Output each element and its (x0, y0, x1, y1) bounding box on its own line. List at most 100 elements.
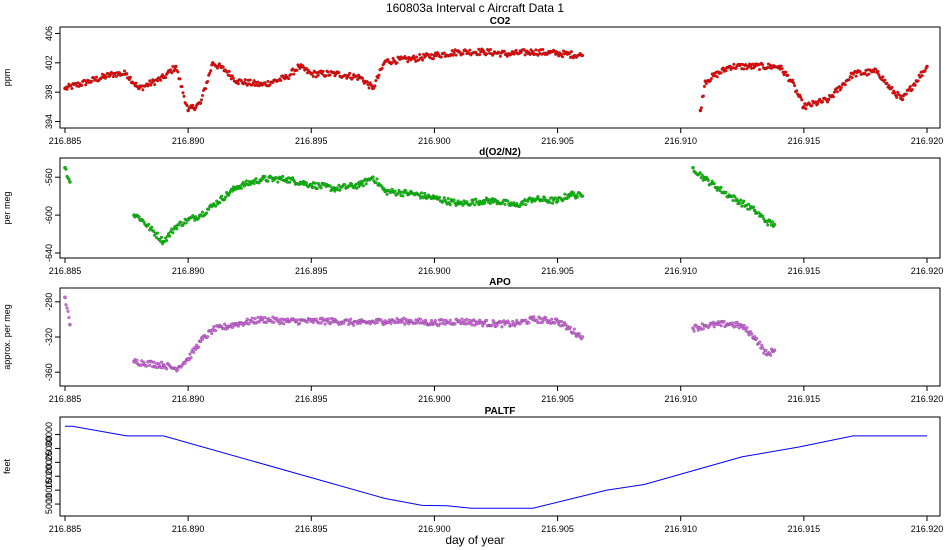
data-point (731, 198, 735, 203)
x-tick-label: 216.915 (788, 266, 821, 276)
x-tick-label: 216.895 (295, 394, 328, 404)
data-point (148, 363, 152, 367)
data-point (210, 331, 214, 336)
data-point (881, 75, 885, 79)
data-point (569, 50, 573, 54)
data-point (719, 324, 723, 328)
x-tick-label: 216.910 (664, 524, 697, 534)
data-point (550, 317, 554, 321)
data-point (706, 178, 710, 182)
data-point (580, 194, 584, 198)
data-point (804, 107, 808, 111)
data-point (152, 360, 156, 364)
x-tick-label: 216.905 (541, 266, 574, 276)
data-point (699, 106, 703, 110)
data-point (577, 332, 581, 336)
data-point (724, 69, 728, 73)
data-point (374, 79, 378, 83)
data-point (295, 318, 300, 322)
data-point (452, 198, 456, 202)
data-point (745, 67, 749, 71)
data-point (701, 94, 705, 98)
x-tick-label: 216.910 (664, 394, 697, 404)
data-point (167, 232, 171, 236)
data-point (376, 76, 380, 80)
data-point (248, 78, 252, 82)
data-point (230, 325, 235, 329)
data-point (460, 317, 464, 321)
data-point (214, 204, 218, 208)
data-point (700, 322, 704, 326)
data-point (477, 47, 481, 51)
data-point (802, 105, 806, 109)
data-point (375, 177, 379, 181)
data-point (709, 77, 713, 81)
data-point (147, 222, 151, 226)
data-point (323, 322, 327, 326)
data-point (925, 64, 929, 69)
data-point (747, 202, 751, 206)
y-tick-label: -280 (44, 293, 54, 311)
data-point (367, 86, 371, 90)
data-point (433, 318, 437, 323)
data-point (923, 69, 927, 73)
data-point (297, 321, 302, 325)
data-point (711, 320, 715, 324)
data-point (766, 223, 770, 227)
data-point (360, 181, 364, 185)
data-point (291, 67, 295, 71)
panel-frame (59, 26, 941, 129)
data-point (329, 320, 333, 324)
data-point (712, 325, 716, 329)
data-point (198, 339, 203, 344)
data-point (541, 47, 545, 52)
data-point (792, 81, 796, 85)
data-point (418, 52, 422, 57)
data-point (883, 78, 887, 82)
data-point (401, 194, 405, 198)
data-point (511, 319, 515, 324)
data-point (295, 68, 299, 72)
data-point (580, 53, 584, 58)
data-point (900, 97, 905, 102)
data-point (310, 71, 314, 76)
data-point (380, 66, 384, 70)
data-point (288, 180, 292, 184)
data-point (69, 84, 73, 88)
data-point (63, 295, 67, 300)
data-point (286, 317, 290, 321)
data-point (220, 194, 224, 198)
data-point (526, 199, 530, 203)
y-axis-label: ppm (2, 69, 12, 87)
data-point (316, 73, 320, 77)
data-point (403, 322, 407, 326)
data-point (221, 65, 225, 69)
x-tick-label: 216.885 (49, 136, 82, 146)
data-point (867, 72, 871, 76)
data-point (890, 85, 894, 89)
data-point (524, 318, 528, 322)
data-point (227, 69, 231, 73)
data-point (177, 223, 181, 227)
y-tick-label: -320 (44, 328, 54, 346)
x-tick-label: 216.915 (788, 136, 821, 146)
data-point (445, 202, 449, 206)
data-point (175, 227, 179, 231)
data-point (448, 203, 452, 207)
data-point (197, 216, 201, 220)
x-tick-label: 216.895 (295, 136, 328, 146)
data-point (826, 97, 831, 102)
y-tick-label: -360 (44, 363, 54, 381)
data-point (200, 93, 205, 98)
data-point (134, 81, 138, 85)
data-point (764, 348, 768, 352)
data-point (696, 328, 700, 332)
data-point (769, 353, 773, 357)
data-point (265, 320, 269, 324)
data-point (691, 165, 695, 170)
data-point (263, 316, 267, 320)
y-tick-label: 15000 (44, 464, 54, 489)
x-tick-label: 216.900 (418, 266, 451, 276)
data-point (67, 177, 71, 181)
